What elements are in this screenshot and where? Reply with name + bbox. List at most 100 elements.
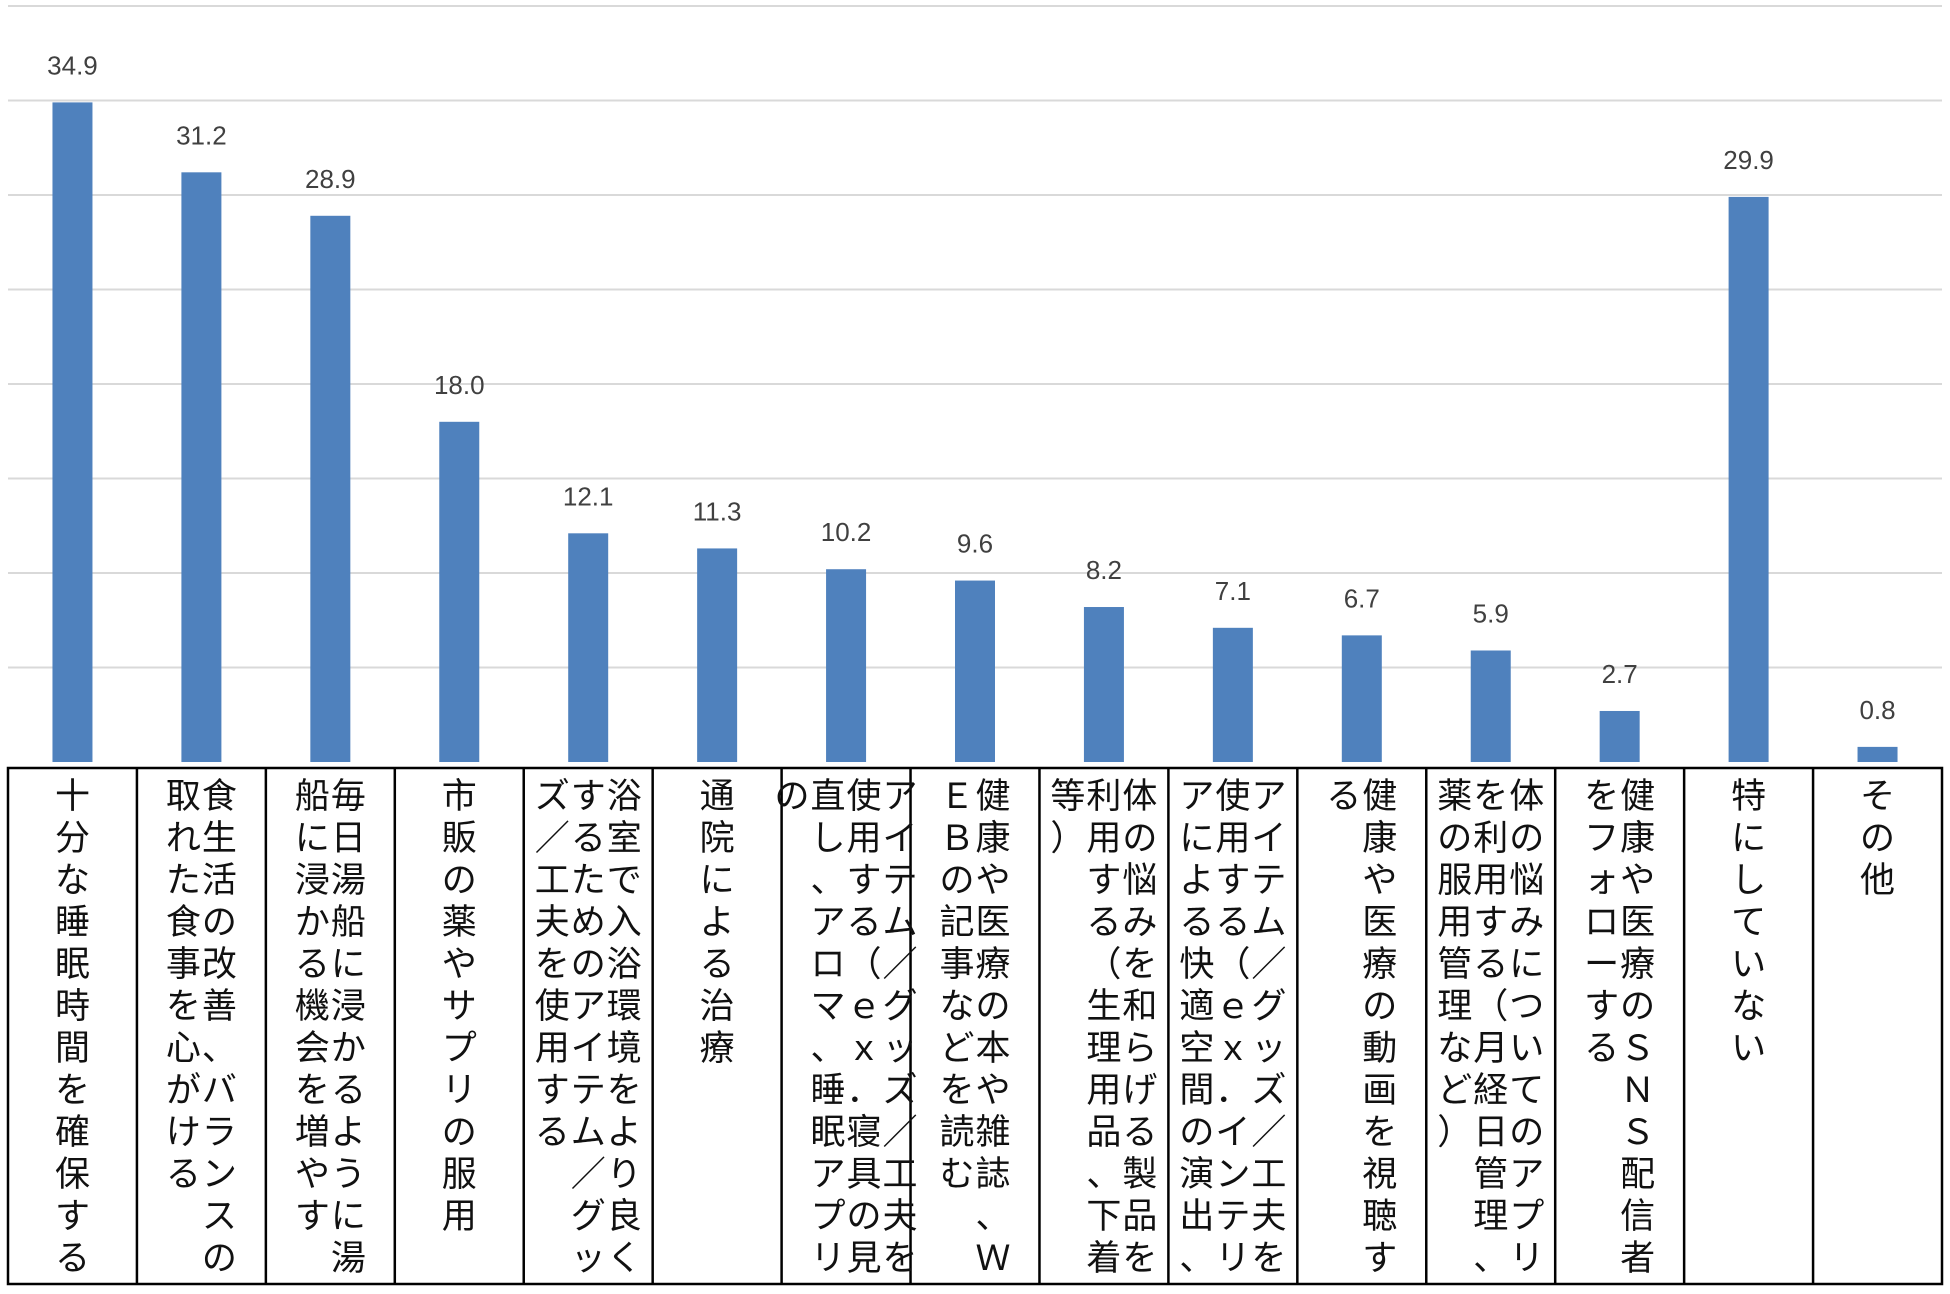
category-char: を [1473,777,1508,817]
category-char: 十 [55,777,90,817]
category-char: ． [1215,1071,1250,1111]
category-char: る [1122,1113,1157,1153]
category-char: テ [883,861,918,901]
category-char: プ [1509,1197,1544,1237]
bar [439,421,480,762]
category-char: ／ [1251,1113,1286,1153]
category-char: を [1362,1113,1397,1153]
category-char: の [1362,987,1397,1027]
category-char: 船 [331,903,366,943]
category-char: 善 [202,987,237,1027]
category-char: る [166,1155,201,1195]
category-char: に [1731,819,1766,859]
category-char: 服 [442,1155,477,1195]
category-char: 薬 [442,903,477,943]
category-char: 事 [939,945,974,985]
category-char: 他 [1860,861,1895,901]
category-char: 分 [55,819,90,859]
category-char: 療 [700,1029,735,1069]
category-char: 使 [847,777,882,817]
category-char: Ｅ [939,777,974,817]
category-char: ｘ [1215,1029,1250,1069]
category-char: 下 [1086,1197,1121,1237]
category-char: （ [1473,987,1508,1027]
category-char: 工 [883,1155,918,1195]
category-char: Ｂ [939,819,974,859]
category-char: よ [1179,861,1214,901]
category-char: 日 [331,819,366,859]
category-char: の [939,861,974,901]
category-char: を [55,1071,90,1111]
category-char: 快 [1179,945,1214,985]
category-char: す [1584,987,1619,1027]
category-char: 活 [202,861,237,901]
category-char: 用 [1473,861,1508,901]
category-char: す [55,1197,90,1237]
category-char: 演 [1179,1155,1214,1195]
category-char: な [939,987,974,1027]
category-char: の [202,1239,237,1279]
category-char: 湯 [331,1239,366,1279]
category-char: 市 [442,777,477,817]
category-char: な [55,861,90,901]
bar [1728,196,1769,762]
category-char: 見 [847,1239,882,1279]
category-char: （ [1086,945,1121,985]
category-char: 湯 [331,861,366,901]
category-char: （ [1215,945,1250,985]
category-char: ア [1509,1155,1544,1195]
bar [181,172,222,762]
data-label: 31.2 [176,120,227,150]
category-char: 夫 [1251,1197,1286,1237]
category-char: に [700,861,735,901]
category-char: 使 [535,987,570,1027]
category-char: め [571,903,606,943]
category-char: を [1122,945,1157,985]
category-char: （ [847,945,882,985]
category-char: し [1731,861,1766,901]
category-char: る [1215,903,1250,943]
category-char: の [1437,819,1472,859]
bar [826,569,867,762]
category-char: な [1731,987,1766,1027]
category-char: 薬 [1437,777,1472,817]
category-char: 浴 [607,945,642,985]
category-char: 院 [700,819,735,859]
category-char: フ [1584,819,1619,859]
category-char: ｅ [1215,987,1250,1027]
category-char: ｅ [847,987,882,1027]
category-char: 用 [1086,1071,1121,1111]
category-char: ロ [811,945,846,985]
category-char: の [1620,987,1655,1027]
category-char: や [975,861,1010,901]
category-char: よ [331,1113,366,1153]
category-char: 聴 [1362,1197,1397,1237]
category-char: 等 [1050,777,1085,817]
category-char: 眠 [55,945,90,985]
category-char: 食 [166,903,201,943]
bar [568,533,609,762]
category-char: に [1509,945,1544,985]
category-char: の [1179,1113,1214,1153]
category-char: く [607,1239,642,1279]
category-char: や [442,945,477,985]
category-char: 管 [1473,1155,1508,1195]
category-char: 食 [202,777,237,817]
category-char: 生 [202,819,237,859]
category-char: 間 [1179,1071,1214,1111]
category-char: ア [1251,777,1286,817]
bar [1341,635,1382,762]
category-char: 機 [295,987,330,1027]
data-label: 28.9 [305,164,356,194]
category-char: ） [1050,819,1085,859]
category-char: 品 [1122,1197,1157,1237]
category-char: 使 [1215,777,1250,817]
